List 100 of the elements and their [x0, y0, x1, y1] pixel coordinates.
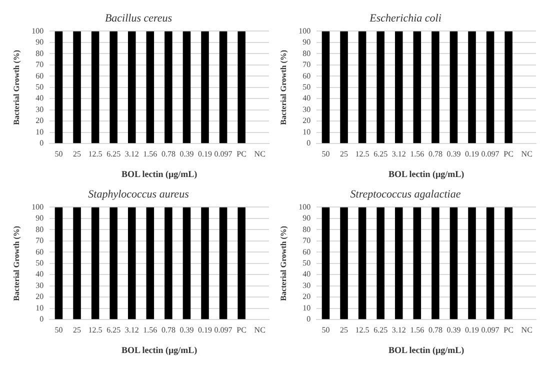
- y-tick-label: 60: [36, 71, 44, 80]
- x-tick-label: 0.78: [161, 149, 176, 158]
- x-tick-label: NC: [521, 325, 532, 334]
- y-tick-label: 50: [302, 82, 311, 92]
- chart-title: Bacillus cereus: [104, 12, 172, 24]
- y-tick-label: 10: [36, 127, 44, 136]
- chart-title: Escherichia coli: [368, 12, 442, 24]
- x-tick-label: 0.19: [465, 325, 480, 334]
- x-tick-label: 1.56: [143, 149, 158, 158]
- x-tick-label: 0.78: [161, 325, 176, 334]
- x-tick-label: 0.39: [180, 325, 194, 334]
- x-tick-label: NC: [254, 325, 266, 334]
- y-tick-label: 50: [302, 258, 311, 268]
- y-tick-label: 60: [302, 71, 311, 80]
- x-tick-label: 3.12: [124, 149, 139, 158]
- x-tick-label: 0.19: [198, 325, 212, 334]
- x-tick-label: 0.097: [481, 325, 500, 334]
- x-tick-label: 0.39: [446, 325, 461, 334]
- x-tick-label: 0.097: [214, 325, 232, 334]
- x-axis-title: BOL lectin (µg/mL): [121, 168, 198, 179]
- x-tick-label: 12.5: [355, 325, 370, 334]
- y-tick-label: 30: [302, 280, 311, 290]
- y-tick-label: 0: [306, 138, 311, 148]
- y-tick-label: 80: [302, 48, 311, 58]
- x-tick-label: 3.12: [392, 149, 406, 158]
- y-tick-label: 80: [36, 48, 44, 58]
- y-tick-label: 40: [36, 94, 44, 103]
- x-tick-label: NC: [521, 149, 532, 158]
- y-tick-label: 0: [306, 314, 311, 324]
- x-axis-title: BOL lectin (µg/mL): [388, 344, 464, 355]
- x-tick-label: 0.78: [428, 149, 442, 158]
- x-tick-label: 50: [322, 149, 330, 158]
- x-tick-label: 0.19: [198, 149, 212, 158]
- x-tick-label: 50: [54, 325, 63, 334]
- x-tick-label: PC: [236, 325, 246, 334]
- y-tick-label: 10: [36, 303, 44, 312]
- x-tick-label: 1.56: [410, 149, 424, 158]
- y-tick-label: 30: [302, 104, 311, 114]
- y-tick-label: 80: [36, 224, 44, 234]
- y-tick-label: 90: [36, 38, 44, 47]
- x-tick-label: 3.12: [392, 325, 406, 334]
- y-tick-label: 70: [302, 60, 311, 70]
- y-tick-label: 100: [32, 202, 44, 212]
- x-tick-label: 0.097: [481, 149, 500, 158]
- x-tick-label: 25: [73, 325, 82, 334]
- x-tick-label: 0.78: [428, 325, 442, 334]
- y-tick-label: 90: [302, 214, 311, 223]
- y-tick-label: 0: [40, 314, 44, 324]
- y-tick-label: 60: [36, 247, 44, 256]
- y-tick-label: 70: [302, 236, 311, 246]
- x-tick-label: 6.25: [106, 325, 121, 334]
- y-tick-label: 90: [302, 38, 311, 47]
- y-tick-label: 100: [298, 26, 311, 36]
- y-tick-label: 20: [36, 292, 44, 302]
- y-tick-label: 30: [36, 280, 44, 290]
- x-tick-label: NC: [254, 149, 266, 158]
- y-tick-label: 30: [36, 104, 44, 114]
- x-tick-label: 12.5: [88, 325, 102, 334]
- y-tick-label: 50: [36, 258, 44, 268]
- x-tick-label: 1.56: [143, 325, 158, 334]
- y-tick-label: 20: [302, 116, 311, 126]
- x-tick-label: 6.25: [374, 149, 388, 158]
- x-tick-label: 25: [73, 149, 82, 158]
- y-tick-label: 60: [302, 247, 311, 256]
- x-tick-label: PC: [236, 149, 246, 158]
- x-tick-label: 25: [340, 325, 348, 334]
- y-tick-label: 40: [36, 270, 44, 279]
- x-tick-label: 50: [322, 325, 330, 334]
- y-axis-title: Bacterial Growth (%): [12, 50, 21, 125]
- y-tick-label: 0: [40, 138, 44, 148]
- x-tick-label: 0.097: [214, 149, 232, 158]
- y-tick-label: 90: [36, 214, 44, 223]
- y-tick-label: 50: [36, 82, 44, 92]
- x-tick-label: 50: [54, 149, 63, 158]
- x-tick-label: 0.39: [180, 149, 194, 158]
- y-tick-label: 70: [36, 60, 44, 70]
- x-axis-title: BOL lectin (µg/mL): [388, 168, 464, 179]
- x-axis-title: BOL lectin (µg/mL): [121, 344, 198, 355]
- x-tick-label: 6.25: [106, 149, 121, 158]
- y-axis-title: Bacterial Growth (%): [12, 226, 21, 301]
- x-tick-label: PC: [504, 149, 514, 158]
- y-tick-label: 100: [32, 26, 44, 36]
- y-axis-title: Bacterial Growth (%): [278, 50, 288, 125]
- y-axis-title: Bacterial Growth (%): [278, 226, 288, 301]
- x-tick-label: 12.5: [88, 149, 102, 158]
- x-tick-label: 25: [340, 149, 348, 158]
- y-tick-label: 20: [36, 116, 44, 126]
- x-tick-label: 6.25: [374, 325, 388, 334]
- x-tick-label: 0.19: [465, 149, 480, 158]
- y-tick-label: 100: [298, 202, 311, 212]
- x-tick-label: 0.39: [446, 149, 461, 158]
- y-tick-label: 40: [302, 270, 311, 279]
- y-tick-label: 10: [302, 303, 311, 312]
- y-tick-label: 10: [302, 127, 311, 136]
- y-tick-label: 70: [36, 236, 44, 246]
- chart-title: Staphylococcus aureus: [88, 188, 189, 200]
- chart-title: Streptococcus agalactiae: [350, 188, 461, 200]
- x-tick-label: PC: [504, 325, 514, 334]
- y-tick-label: 80: [302, 224, 311, 234]
- x-tick-label: 12.5: [355, 149, 370, 158]
